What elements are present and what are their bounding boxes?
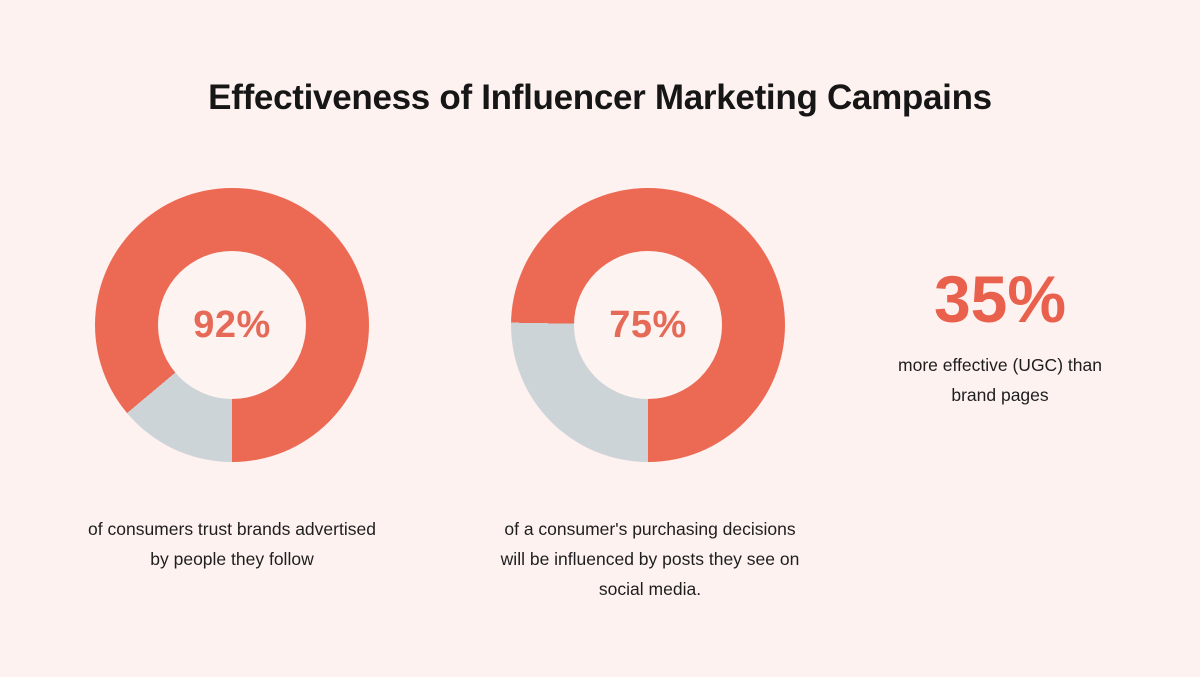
donut-caption-75: of a consumer's purchasing decisions wil… (450, 514, 850, 604)
donut-value-label-75: 75% (609, 303, 687, 346)
donut-caption-92: of consumers trust brands advertised by … (32, 514, 432, 574)
caption-line: will be influenced by posts they see on (500, 549, 800, 569)
donut-hole-75: 75% (574, 251, 722, 399)
caption-line: brand pages (951, 385, 1049, 405)
donut-chart-75: 75% (511, 188, 785, 462)
donut-hole-92: 92% (158, 251, 306, 399)
stat-value-35: 35% (933, 262, 1067, 336)
page-title: Effectiveness of Influencer Marketing Ca… (208, 78, 992, 117)
donut-chart-92: 92% (95, 188, 369, 462)
caption-line: of consumers trust brands advertised (88, 519, 376, 539)
caption-line: social media. (598, 579, 702, 599)
caption-line: of a consumer's purchasing decisions (504, 519, 796, 539)
caption-line: more effective (UGC) than (898, 355, 1102, 375)
caption-line: by people they follow (150, 549, 314, 569)
stat-caption-35: more effective (UGC) than brand pages (858, 350, 1142, 410)
donut-value-label-92: 92% (193, 303, 271, 346)
